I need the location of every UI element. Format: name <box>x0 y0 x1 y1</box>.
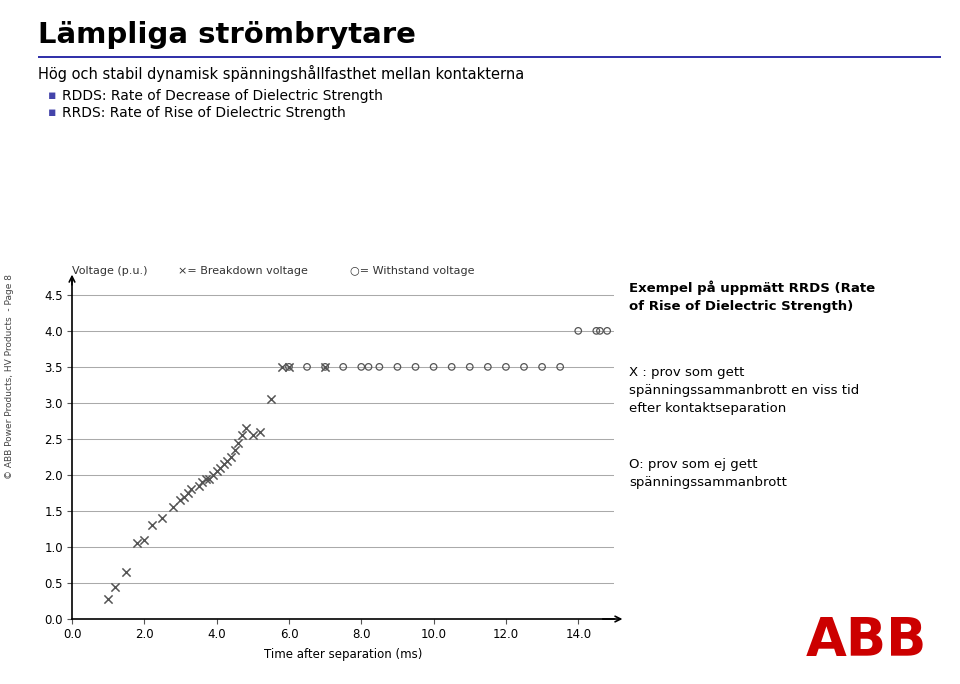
Point <box>281 361 297 372</box>
Point <box>230 437 246 448</box>
Point <box>444 361 459 372</box>
Point <box>238 423 253 434</box>
Point <box>183 484 199 495</box>
Point <box>390 361 405 372</box>
Point <box>361 361 376 372</box>
Point <box>281 361 297 372</box>
Point <box>165 502 180 513</box>
Point <box>198 473 213 484</box>
Point <box>480 361 495 372</box>
Text: Hög och stabil dynamisk spänningshållfasthet mellan kontakterna: Hög och stabil dynamisk spänningshållfas… <box>38 65 525 82</box>
Point <box>300 361 315 372</box>
Point <box>570 326 586 337</box>
Point <box>588 326 604 337</box>
Point <box>177 491 192 502</box>
Point <box>205 469 221 480</box>
Text: RDDS: Rate of Decrease of Dielectric Strength: RDDS: Rate of Decrease of Dielectric Str… <box>62 89 383 103</box>
X-axis label: Time after separation (ms): Time after separation (ms) <box>264 648 422 661</box>
Text: O: prov som ej gett
spänningssammanbrott: O: prov som ej gett spänningssammanbrott <box>629 458 786 489</box>
Point <box>130 538 145 549</box>
Point <box>173 495 188 505</box>
Point <box>195 477 210 488</box>
Text: ▪: ▪ <box>48 89 57 102</box>
Point <box>216 459 231 470</box>
Point <box>318 361 333 372</box>
Point <box>462 361 477 372</box>
Point <box>552 361 567 372</box>
Point <box>212 462 228 473</box>
Point <box>599 326 614 337</box>
Point <box>372 361 387 372</box>
Point <box>408 361 423 372</box>
Text: ABB: ABB <box>805 615 927 668</box>
Point <box>318 361 333 372</box>
Point <box>592 326 608 337</box>
Point <box>263 394 278 405</box>
Point <box>252 426 268 437</box>
Point <box>220 455 235 466</box>
Text: © ABB Power Products, HV Products  - Page 8: © ABB Power Products, HV Products - Page… <box>5 274 14 479</box>
Text: Voltage (p.u.): Voltage (p.u.) <box>72 265 148 276</box>
Point <box>209 466 225 477</box>
Point <box>191 480 206 491</box>
Point <box>335 361 350 372</box>
Point <box>155 513 170 524</box>
Point <box>535 361 550 372</box>
Text: Exempel på uppmätt RRDS (Rate
of Rise of Dielectric Strength): Exempel på uppmätt RRDS (Rate of Rise of… <box>629 280 875 313</box>
Point <box>118 567 133 578</box>
Text: ▪: ▪ <box>48 106 57 119</box>
Point <box>516 361 532 372</box>
Point <box>144 520 159 531</box>
Point <box>180 488 196 499</box>
Point <box>108 581 123 592</box>
Point <box>224 451 239 462</box>
Point <box>234 430 250 440</box>
Point <box>101 594 116 605</box>
Text: RRDS: Rate of Rise of Dielectric Strength: RRDS: Rate of Rise of Dielectric Strengt… <box>62 106 347 120</box>
Point <box>136 534 152 545</box>
Text: ○= Withstand voltage: ○= Withstand voltage <box>350 265 475 276</box>
Text: X : prov som gett
spänningssammanbrott en viss tid
efter kontaktseparation: X : prov som gett spänningssammanbrott e… <box>629 366 859 415</box>
Point <box>353 361 369 372</box>
Point <box>274 361 289 372</box>
Text: ×= Breakdown voltage: ×= Breakdown voltage <box>178 265 307 276</box>
Point <box>245 430 260 440</box>
Point <box>227 445 242 456</box>
Text: Lämpliga strömbrytare: Lämpliga strömbrytare <box>38 21 417 49</box>
Point <box>498 361 514 372</box>
Point <box>202 473 217 484</box>
Point <box>426 361 442 372</box>
